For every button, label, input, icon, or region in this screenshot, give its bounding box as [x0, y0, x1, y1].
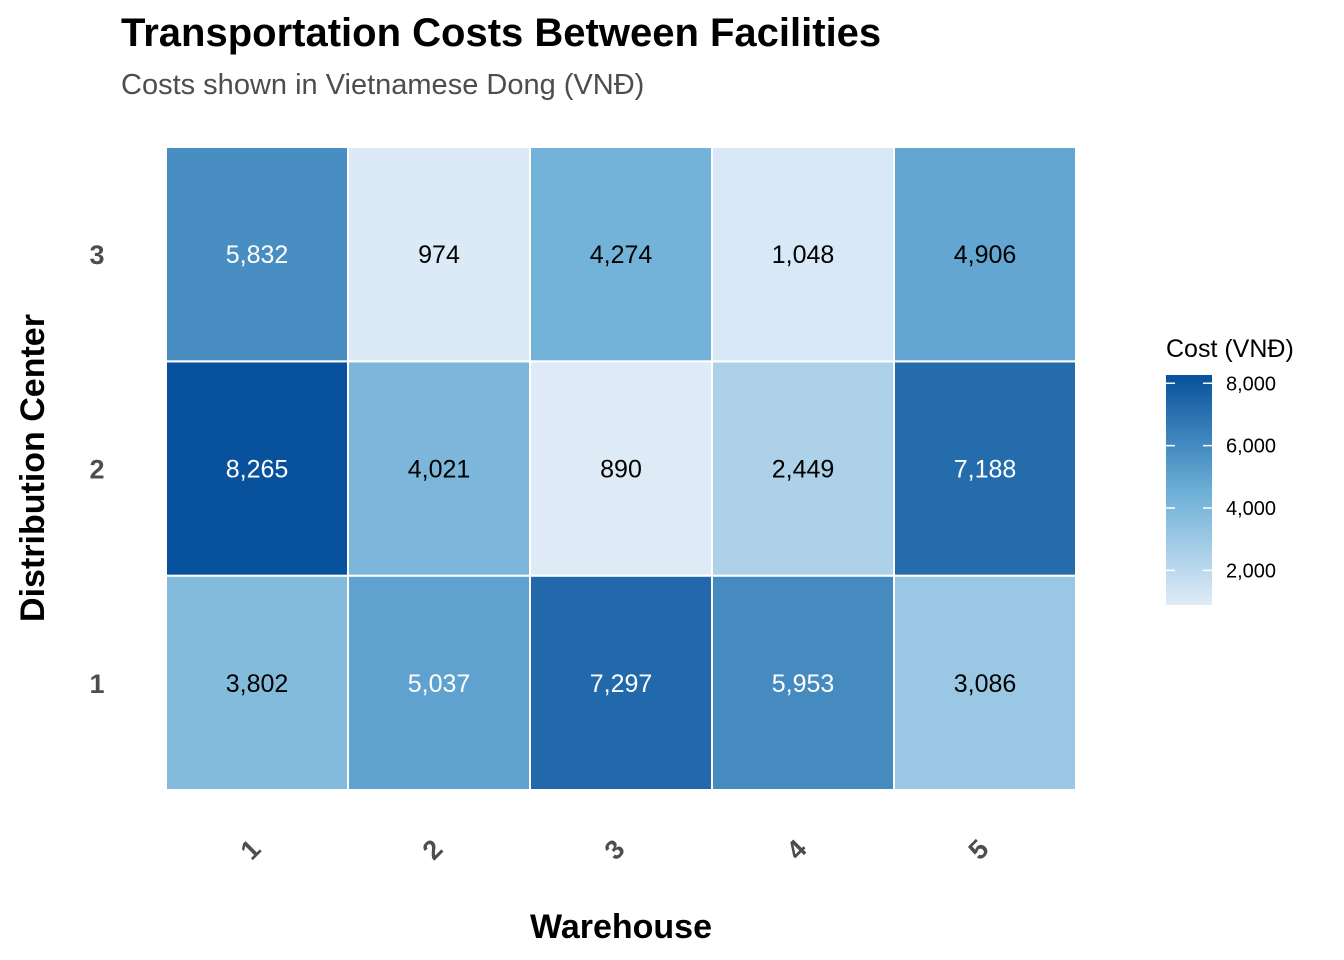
x-axis-ticks: 1 2 3 4 5 [235, 834, 995, 866]
legend-tick-label: 4,000 [1226, 498, 1276, 520]
heatmap-cell [893, 574, 1077, 792]
cell-value-label: 1,048 [772, 241, 835, 269]
heatmap-cell [347, 574, 531, 792]
heatmap-cell [893, 360, 1077, 577]
cell-value-label: 7,188 [954, 456, 1017, 484]
cell-value-label: 3,802 [226, 670, 289, 698]
heatmap-cell [711, 360, 895, 577]
heatmap-cell [711, 146, 895, 363]
cell-value-label: 5,832 [226, 241, 289, 269]
cell-value-label: 890 [600, 456, 642, 484]
legend-ticks: 2,000 4,000 6,000 8,000 [1166, 373, 1276, 582]
cell-value-label: 974 [418, 241, 460, 269]
legend-color-bar [1166, 375, 1212, 605]
cell-value-label: 5,953 [772, 670, 835, 698]
legend-tick-label: 8,000 [1226, 373, 1276, 395]
chart-title: Transportation Costs Between Facilities [121, 11, 881, 55]
cell-value-label: 2,449 [772, 456, 835, 484]
x-tick-label: 5 [963, 834, 995, 866]
y-axis-title: Distribution Center [14, 314, 52, 622]
heatmap-cells: 3,802 5,037 7,297 5,953 3,086 8,265 4,021 890 2,… [165, 146, 1077, 792]
x-tick-label: 3 [599, 834, 631, 866]
cell-value-label: 4,021 [408, 456, 471, 484]
cell-value-label: 5,037 [408, 670, 471, 698]
x-axis-title: Warehouse [530, 908, 712, 946]
cell-value-label: 4,906 [954, 241, 1017, 269]
y-tick-label: 1 [89, 669, 104, 699]
chart-subtitle: Costs shown in Vietnamese Dong (VNĐ) [121, 69, 644, 101]
y-axis-ticks: 1 2 3 [89, 240, 104, 699]
heatmap-cell [347, 360, 531, 577]
heatmap-cell [165, 360, 349, 577]
heatmap-cell [711, 574, 895, 792]
cell-value-label: 8,265 [226, 456, 289, 484]
x-tick-label: 2 [417, 834, 449, 866]
cell-value-label: 4,274 [590, 241, 653, 269]
x-tick-label: 1 [235, 834, 267, 866]
heatmap-cell [165, 574, 349, 792]
heatmap-cell [347, 146, 531, 363]
legend-title: Cost (VNĐ) [1166, 335, 1294, 363]
heatmap-cell [529, 146, 713, 363]
color-legend: Cost (VNĐ) 2,000 4,000 6,000 8,000 [1166, 335, 1294, 605]
cell-value-label: 7,297 [590, 670, 653, 698]
cell-value-label: 3,086 [954, 670, 1017, 698]
legend-tick-label: 6,000 [1226, 436, 1276, 458]
y-tick-label: 2 [89, 455, 104, 485]
x-tick-label: 4 [781, 834, 813, 866]
heatmap-cell [893, 146, 1077, 363]
legend-tick-label: 2,000 [1226, 560, 1276, 582]
heatmap-cell [529, 360, 713, 577]
y-tick-label: 3 [89, 240, 104, 270]
